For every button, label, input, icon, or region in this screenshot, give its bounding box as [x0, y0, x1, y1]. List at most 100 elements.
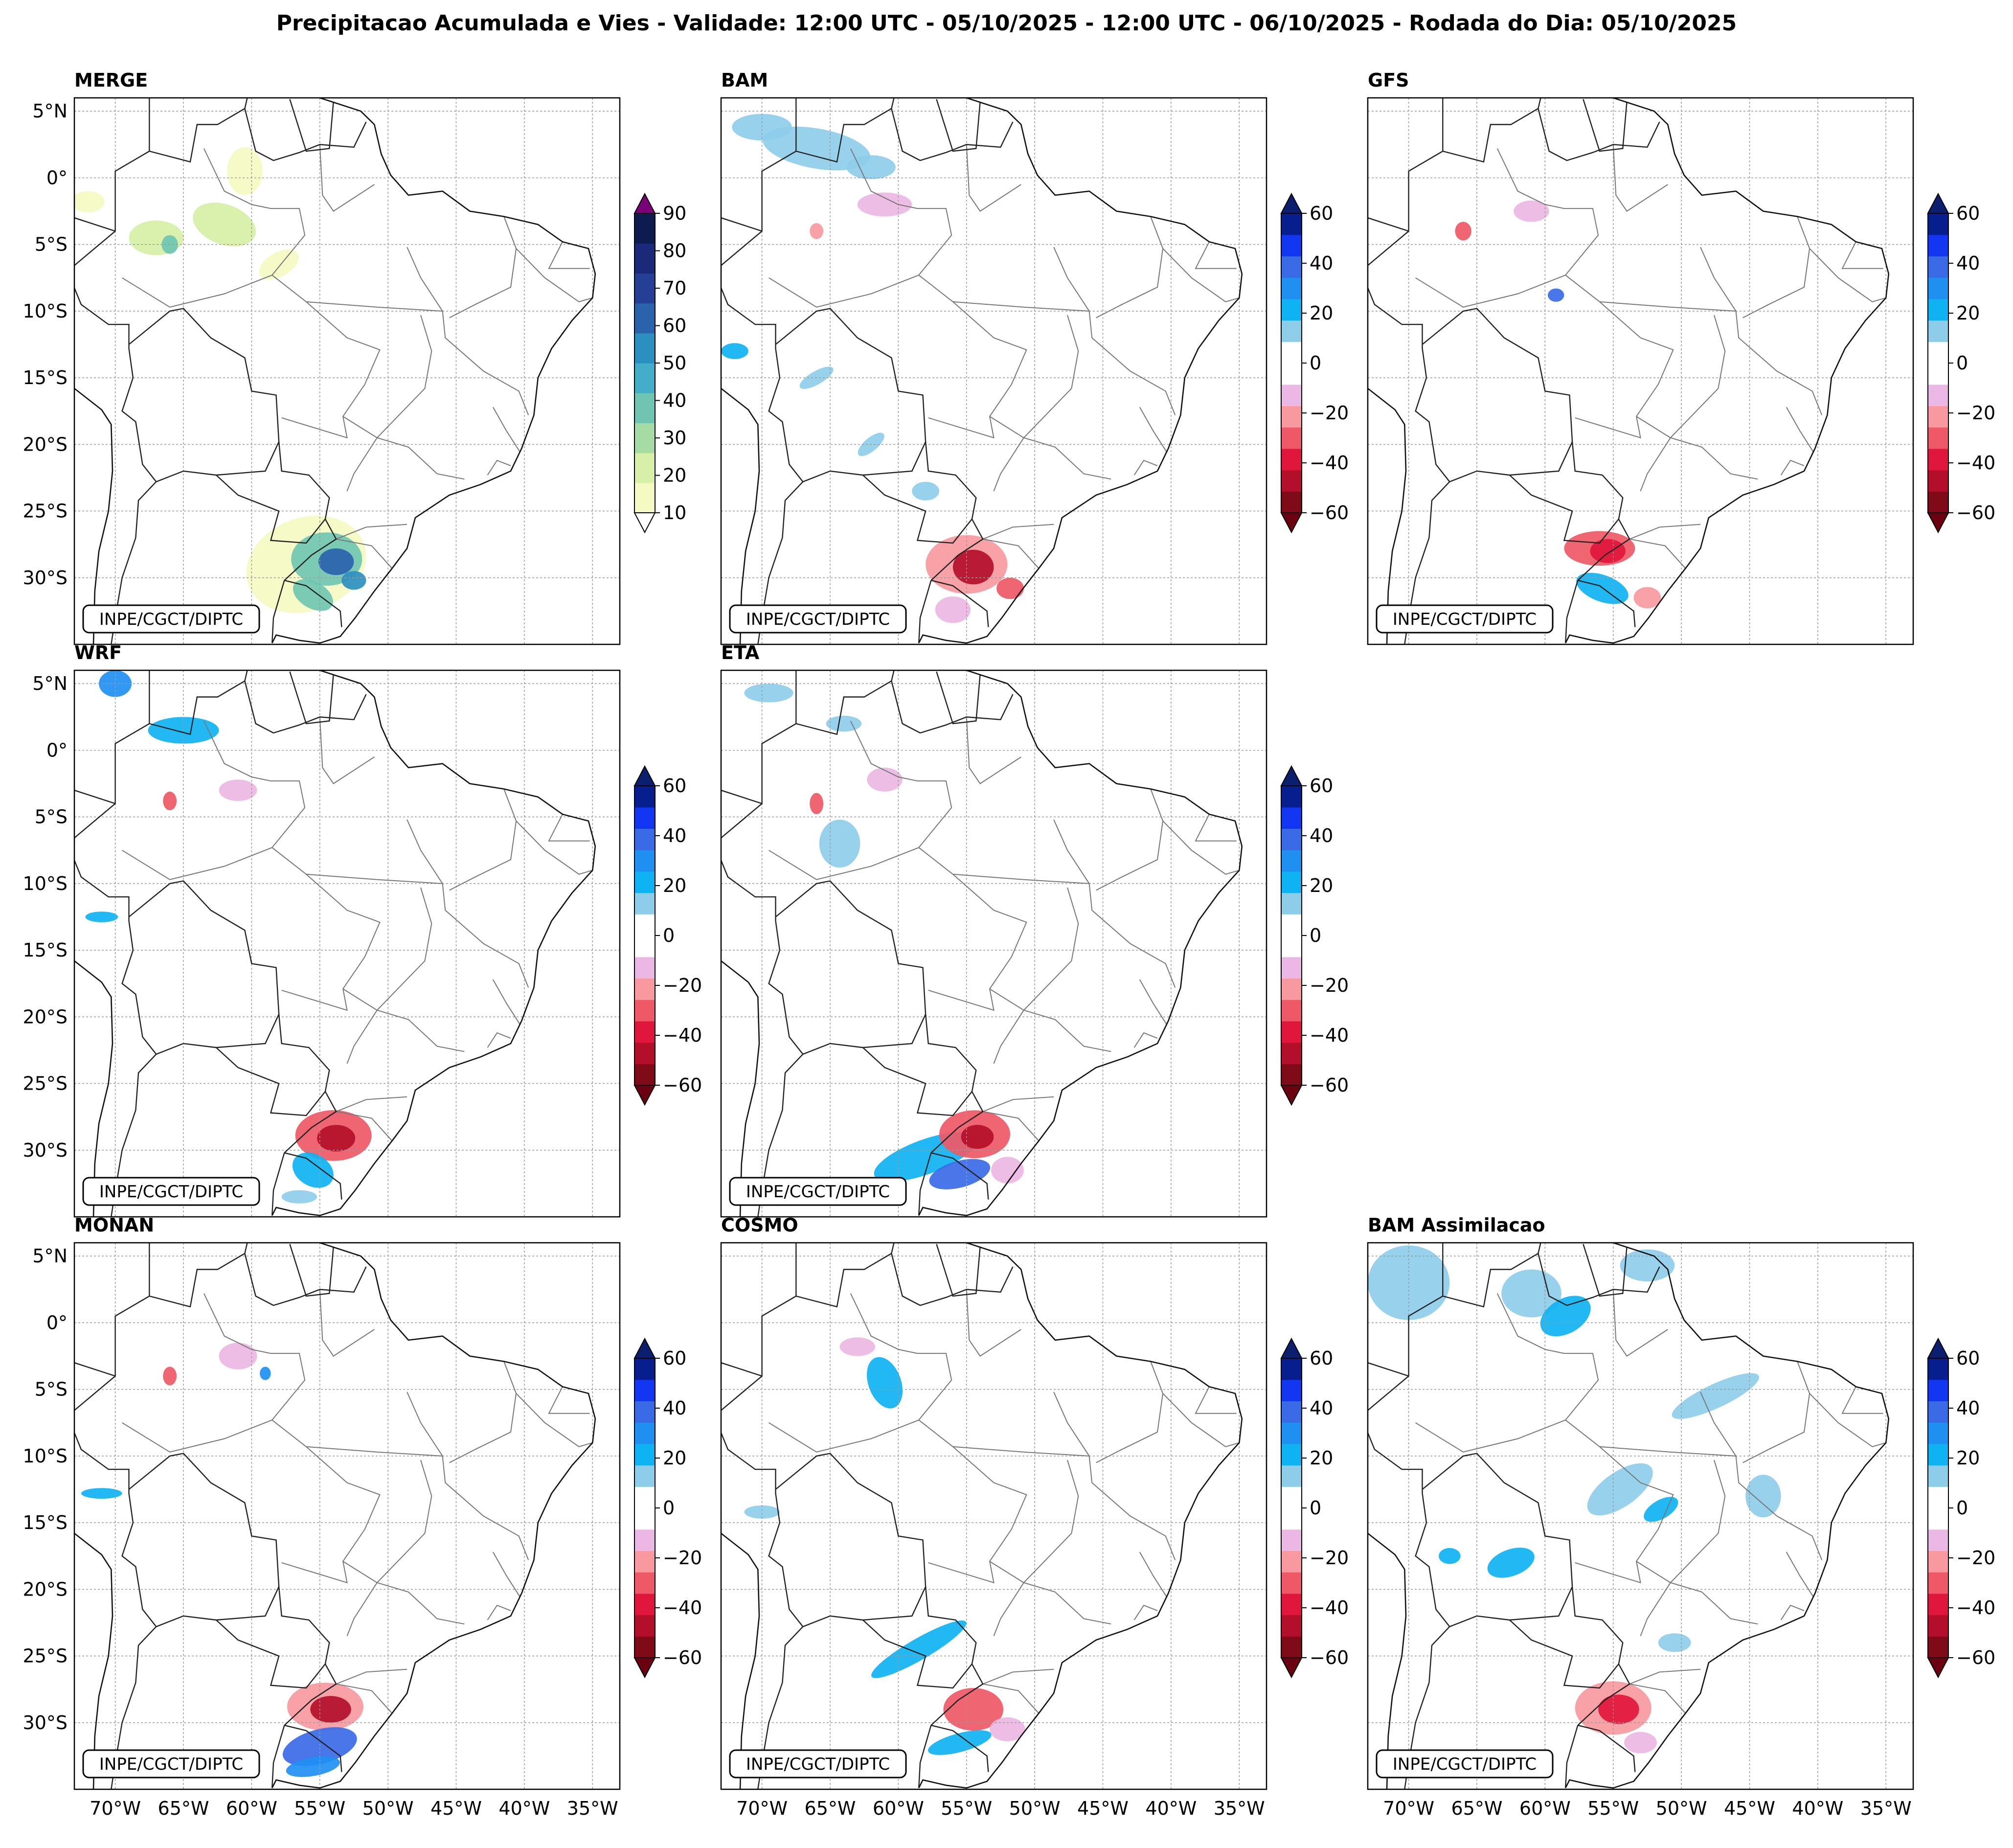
colorbar-tick-label: −40	[663, 1597, 702, 1619]
state-border-8	[492, 407, 521, 453]
lon-tick-label: 70°W	[90, 1798, 141, 1819]
coastline	[271, 670, 596, 1216]
country-border-9	[1368, 217, 1409, 232]
state-border-1	[203, 721, 306, 848]
colorbar-segment-3	[634, 1000, 655, 1022]
state-border-10	[336, 524, 407, 540]
lon-tick-label: 40°W	[1145, 1798, 1197, 1819]
state-border-12	[1195, 814, 1237, 842]
state-border-12	[548, 241, 590, 269]
colorbar-segment-10	[1281, 277, 1302, 299]
country-border-8	[1583, 1244, 1628, 1297]
lat-tick-label: 25°S	[23, 501, 68, 522]
country-border-9	[74, 217, 115, 232]
state-border-10	[1629, 524, 1701, 540]
country-border-7	[1538, 108, 1660, 161]
colorbar-segment-12	[1281, 807, 1302, 829]
colorbar-tick-label: −40	[1310, 1025, 1349, 1046]
precip-blob-4	[810, 793, 823, 815]
credit-box	[729, 1177, 907, 1206]
colorbar-tick-label: −60	[1956, 1647, 1995, 1668]
colorbar-tick-label: −60	[663, 1074, 702, 1096]
state-border-5	[1700, 247, 1823, 415]
country-border-2	[862, 1620, 973, 1689]
lon-tick-label: 35°W	[567, 1798, 618, 1819]
state-border-0	[122, 1419, 443, 1457]
country-border-1	[775, 1453, 927, 1627]
colorbar-segment-2	[1281, 1021, 1302, 1043]
precip-blob-11	[1598, 1694, 1639, 1724]
state-border-12	[548, 1386, 590, 1414]
state-border-5	[407, 1392, 529, 1560]
state-border-1	[1496, 148, 1599, 275]
colorbar-extend-bottom	[1927, 1657, 1949, 1679]
state-border-9	[1640, 1582, 1758, 1637]
precip-blob-5	[310, 1696, 351, 1723]
colorbar-tick-label: 40	[1956, 252, 1980, 274]
state-border-8	[1786, 1551, 1814, 1598]
lat-tick-label: 15°S	[23, 1512, 68, 1533]
colorbar-tick-label: 0	[1310, 352, 1321, 374]
country-border-5	[918, 580, 932, 643]
coastline	[271, 1243, 596, 1789]
country-border-4	[931, 1725, 989, 1772]
colorbar-segment-5	[1281, 384, 1302, 406]
panel-title: GFS	[1368, 69, 1409, 91]
colorbar-segment-11	[634, 828, 655, 850]
colorbar-tick-label: 60	[663, 1347, 686, 1369]
colorbar-tick-label: 20	[1956, 1447, 1980, 1469]
coastline	[918, 98, 1243, 644]
colorbar-tick-label: 60	[1956, 203, 1980, 224]
colorbar-segment-6	[634, 303, 655, 334]
colorbar-segment-6	[1281, 363, 1302, 385]
colorbar-segment-4	[1928, 1551, 1948, 1573]
state-border-6	[1742, 216, 1810, 319]
state-border-11	[336, 1111, 393, 1141]
map-panel-gfs: GFS INPE/CGCT/DIPTC 60 40 20 0 −20 −40 −60	[1367, 69, 1995, 645]
colorbar-segment-6	[1281, 1508, 1302, 1530]
credit-box	[729, 1749, 907, 1779]
colorbar-tick-label: 20	[663, 875, 686, 896]
colorbar-extend-top	[1280, 1337, 1303, 1359]
panel-title: MONAN	[74, 1214, 155, 1236]
state-border-12	[1195, 241, 1237, 269]
state-border-8	[1139, 407, 1168, 453]
lat-tick-label: 30°S	[23, 1140, 68, 1161]
credit-label: INPE/CGCT/DIPTC	[746, 1182, 890, 1202]
lon-tick-label: 65°W	[805, 1798, 856, 1819]
lon-tick-label: 55°W	[294, 1798, 345, 1819]
state-border-6	[1742, 1361, 1810, 1463]
precip-blob-10	[341, 571, 366, 590]
colorbar-segment-1	[1281, 1615, 1302, 1637]
colorbar-segment-5	[1281, 1529, 1302, 1551]
lon-tick-label: 70°W	[736, 1798, 788, 1819]
country-border-8	[289, 671, 334, 725]
country-border-1	[775, 880, 927, 1055]
precip-blob-3	[81, 1488, 122, 1499]
colorbar-extend-top	[633, 1337, 656, 1359]
state-border-12	[1195, 1386, 1237, 1414]
country-border-6	[795, 98, 895, 163]
country-border-8	[289, 1244, 334, 1297]
state-border-10	[1629, 1668, 1701, 1685]
precip-blob-0	[763, 126, 871, 171]
country-border-4	[284, 580, 342, 627]
colorbar-tick-label: 80	[663, 240, 686, 262]
west-coastline	[721, 1532, 760, 1789]
colorbar-segment-6	[1928, 1508, 1948, 1530]
lon-tick-label: 35°W	[1860, 1798, 1912, 1819]
west-coastline	[1368, 388, 1407, 644]
state-border-13	[487, 1604, 511, 1620]
state-border-9	[993, 437, 1111, 492]
country-border-0	[1368, 98, 1450, 644]
colorbar-tick-label: 20	[663, 1447, 686, 1469]
colorbar-segment-0	[634, 1636, 655, 1658]
colorbar-tick-label: −20	[663, 1547, 702, 1569]
country-border-4	[284, 1725, 342, 1772]
colorbar-segment-13	[1281, 213, 1302, 235]
precip-blob-9	[1439, 1548, 1461, 1564]
precip-blob-1	[1501, 1269, 1561, 1318]
state-border-11	[336, 538, 393, 569]
state-border-8	[1139, 979, 1168, 1026]
west-coastline	[74, 1532, 113, 1789]
